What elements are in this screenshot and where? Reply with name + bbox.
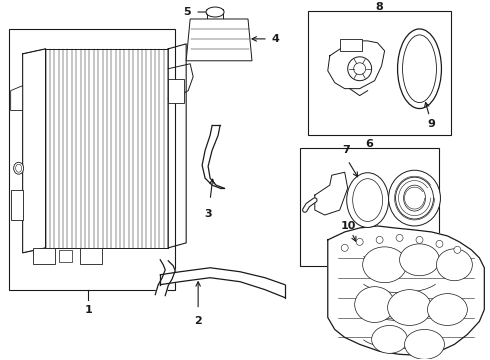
Ellipse shape [403,35,437,103]
Ellipse shape [347,173,389,228]
Polygon shape [315,172,348,215]
Text: 8: 8 [376,2,384,12]
Polygon shape [160,268,285,298]
Text: 9: 9 [428,120,436,130]
Polygon shape [328,41,385,89]
Bar [58,250,73,262]
Ellipse shape [395,177,434,219]
Ellipse shape [397,29,441,109]
Polygon shape [328,226,484,355]
Text: 7: 7 [342,145,349,155]
Text: 3: 3 [204,209,212,219]
Text: 4: 4 [272,34,280,44]
Bar [340,39,362,51]
Ellipse shape [355,287,394,323]
Circle shape [436,240,443,247]
Bar [207,9,223,19]
Ellipse shape [363,247,407,283]
Circle shape [356,238,363,246]
Text: 1: 1 [85,305,92,315]
Ellipse shape [388,290,432,325]
Bar [168,79,184,103]
Text: 5: 5 [183,7,191,17]
Polygon shape [202,126,224,188]
Ellipse shape [405,329,444,359]
Text: 2: 2 [194,316,202,327]
Circle shape [376,237,383,243]
Ellipse shape [14,162,24,174]
Ellipse shape [371,325,408,353]
Ellipse shape [389,170,441,226]
Circle shape [454,246,461,253]
Bar [33,248,54,264]
Text: 6: 6 [366,139,373,149]
Circle shape [341,244,348,251]
Bar [9,29,175,290]
Text: 10: 10 [341,221,356,231]
Ellipse shape [437,249,472,281]
Polygon shape [11,86,23,111]
Ellipse shape [16,164,22,172]
Ellipse shape [353,179,383,221]
Bar [80,248,102,264]
Circle shape [354,63,366,75]
Circle shape [348,57,371,81]
Polygon shape [11,190,23,220]
Polygon shape [186,19,252,61]
Bar [308,11,451,135]
Circle shape [396,234,403,242]
Ellipse shape [404,185,425,211]
Circle shape [416,237,423,243]
Ellipse shape [399,244,440,276]
Ellipse shape [427,294,467,325]
Ellipse shape [206,7,224,17]
Bar [300,148,440,266]
Polygon shape [155,260,175,296]
